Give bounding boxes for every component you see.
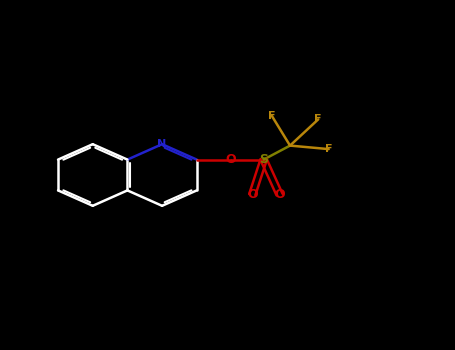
- Text: N: N: [157, 139, 167, 149]
- Text: O: O: [274, 188, 285, 201]
- Text: F: F: [325, 144, 333, 154]
- Text: F: F: [268, 111, 276, 121]
- Text: S: S: [259, 153, 268, 166]
- Text: F: F: [314, 114, 322, 124]
- Text: O: O: [247, 188, 258, 201]
- Text: O: O: [226, 153, 236, 166]
